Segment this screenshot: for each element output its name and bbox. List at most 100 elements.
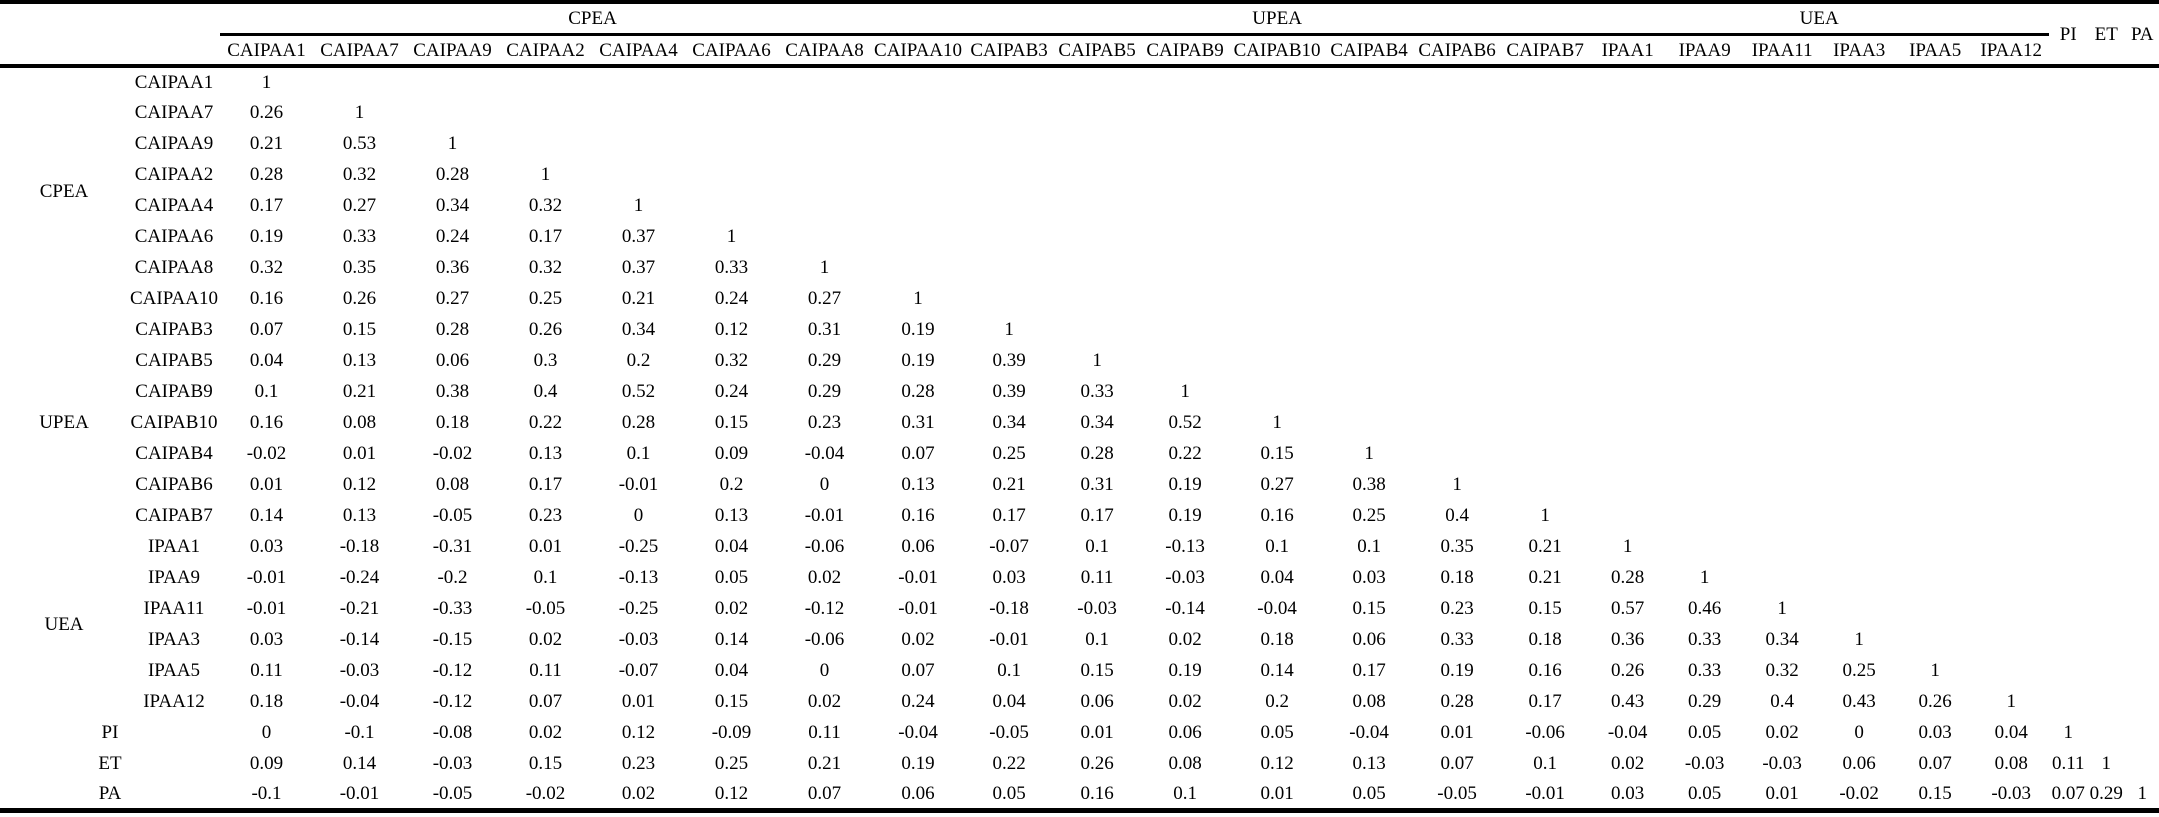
matrix-cell — [1897, 128, 1973, 159]
matrix-cell: 0.28 — [901, 381, 935, 402]
matrix-cell: 0.15 — [714, 691, 749, 712]
matrix-cell — [685, 159, 778, 190]
matrix-cell — [2125, 66, 2159, 97]
matrix-cell — [1897, 376, 1973, 407]
matrix-cell: 0.02 — [807, 691, 842, 712]
matrix-cell — [1897, 438, 1973, 469]
matrix-cell — [1666, 314, 1743, 345]
matrix-cell: 1 — [2101, 753, 2111, 774]
row-label: IPAA5 — [147, 660, 201, 681]
matrix-cell: 0.43 — [1842, 691, 1876, 712]
matrix-cell: 0.29 — [807, 381, 842, 402]
matrix-cell — [2125, 221, 2159, 252]
matrix-cell: -0.04 — [1257, 598, 1297, 619]
matrix-cell: 0.39 — [992, 350, 1026, 371]
matrix-cell: 1 — [1777, 598, 1787, 619]
matrix-cell: 0.17 — [1528, 691, 1562, 712]
matrix-cell: -0.03 — [1684, 753, 1725, 774]
matrix-cell: 0.31 — [1080, 474, 1114, 495]
row-group-label: UPEA — [39, 412, 89, 433]
matrix-cell — [1325, 159, 1413, 190]
matrix-cell: 1 — [447, 133, 458, 154]
matrix-cell: -0.04 — [1349, 722, 1389, 743]
matrix-cell — [1141, 128, 1229, 159]
matrix-cell: -0.01 — [618, 474, 659, 495]
row-label: IPAA12 — [143, 691, 205, 712]
matrix-cell — [2049, 655, 2087, 686]
matrix-cell: 0.19 — [901, 350, 935, 371]
matrix-cell: -0.01 — [898, 598, 938, 619]
column-header: IPAA1 — [1589, 34, 1667, 68]
matrix-cell — [965, 159, 1053, 190]
matrix-cell — [2087, 686, 2125, 717]
matrix-cell: 0.19 — [1168, 474, 1202, 495]
matrix-cell — [1666, 159, 1743, 190]
matrix-cell — [2087, 593, 2125, 624]
matrix-cell — [2049, 438, 2087, 469]
matrix-cell: 0.24 — [714, 288, 749, 309]
matrix-cell: 0.52 — [1168, 412, 1202, 433]
matrix-cell: -0.04 — [804, 443, 845, 464]
matrix-cell — [1897, 562, 1973, 593]
matrix-cell: 0.19 — [901, 753, 935, 774]
matrix-cell — [1897, 500, 1973, 531]
matrix-cell — [1973, 624, 2049, 655]
matrix-cell: 0.38 — [435, 381, 470, 402]
matrix-cell — [2049, 252, 2087, 283]
matrix-cell — [1501, 438, 1589, 469]
matrix-cell: 1 — [1540, 505, 1550, 526]
matrix-cell — [1141, 314, 1229, 345]
matrix-cell — [2049, 593, 2087, 624]
matrix-cell: 0.34 — [435, 195, 470, 216]
column-header: CAIPAB9 — [1141, 34, 1230, 68]
matrix-cell — [871, 252, 965, 283]
matrix-cell — [1501, 283, 1589, 314]
column-header: PI — [2049, 2, 2088, 68]
matrix-cell: 0.28 — [621, 412, 656, 433]
matrix-cell: 0.15 — [1352, 598, 1386, 619]
matrix-cell — [1229, 252, 1325, 283]
matrix-cell — [2125, 686, 2159, 717]
matrix-cell: 0.04 — [992, 691, 1026, 712]
matrix-cell — [1501, 252, 1589, 283]
matrix-cell: 0.21 — [1528, 567, 1562, 588]
matrix-cell — [1666, 128, 1743, 159]
matrix-cell: 1 — [1272, 412, 1282, 433]
matrix-cell — [1501, 407, 1589, 438]
matrix-cell: 0.33 — [1080, 381, 1114, 402]
matrix-cell: 0.24 — [901, 691, 935, 712]
matrix-cell — [2087, 97, 2125, 128]
table-row: CAIPAB9 0.1 0.21 0.38 0.4 0.52 0.24 0.29 0.28 0.3… — [0, 376, 2159, 407]
matrix-cell — [2049, 66, 2087, 97]
matrix-cell — [1413, 66, 1501, 97]
matrix-cell: 0.43 — [1611, 691, 1645, 712]
matrix-cell: -0.21 — [339, 598, 380, 619]
matrix-cell — [2087, 438, 2125, 469]
matrix-cell: 0.26 — [342, 288, 377, 309]
matrix-cell — [965, 252, 1053, 283]
matrix-cell: 0.04 — [1994, 722, 2028, 743]
matrix-cell: 0.06 — [1168, 722, 1202, 743]
matrix-cell: -0.13 — [1165, 536, 1205, 557]
matrix-cell: 0.03 — [1611, 782, 1645, 804]
matrix-cell: -0.02 — [432, 443, 473, 464]
matrix-cell: 0.07 — [528, 691, 563, 712]
matrix-cell: 0.4 — [1770, 691, 1795, 712]
matrix-cell: 0.15 — [342, 319, 377, 340]
table-body: CPEA CAIPAA1 1 CAIPAA7 0.26 1 CAIPAA9 0.21 0.53 1… — [0, 66, 2159, 810]
matrix-cell: -0.14 — [1165, 598, 1205, 619]
matrix-cell — [1501, 221, 1589, 252]
matrix-cell — [685, 190, 778, 221]
matrix-cell — [778, 66, 871, 97]
matrix-cell: 0.13 — [342, 505, 377, 526]
matrix-cell — [2087, 624, 2125, 655]
column-header: IPAA5 — [1897, 34, 1974, 68]
matrix-cell — [1821, 500, 1897, 531]
matrix-cell: 0.23 — [1440, 598, 1474, 619]
matrix-cell — [1141, 190, 1229, 221]
matrix-cell — [1325, 376, 1413, 407]
matrix-cell: 0.28 — [435, 319, 470, 340]
matrix-cell: -0.1 — [251, 782, 282, 804]
matrix-cell: 0 — [633, 505, 644, 526]
table-row: UEA IPAA1 0.03 -0.18 -0.31 0.01 -0.25 0.04 -0.06… — [0, 531, 2159, 634]
